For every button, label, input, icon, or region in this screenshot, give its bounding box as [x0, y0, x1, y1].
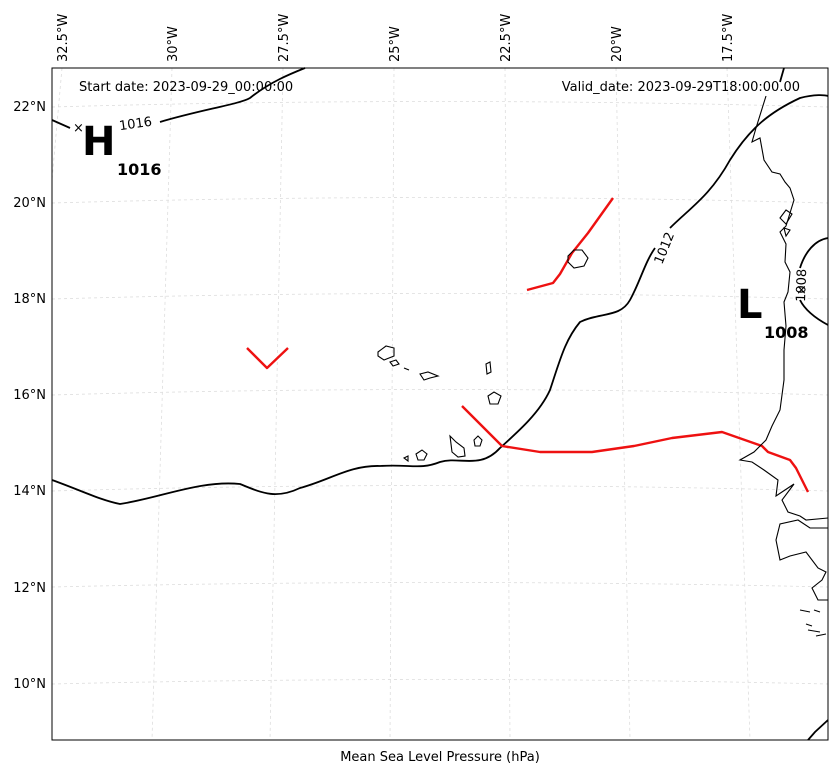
- lat-tick: 20°N: [13, 196, 46, 211]
- front-line-main: [461, 405, 810, 493]
- front-line-north: [526, 197, 614, 292]
- low-center-letter: L: [737, 282, 763, 328]
- lon-tick: 32.5°W: [56, 14, 71, 62]
- cape-verde-sal: [485, 361, 492, 375]
- isobar-1016: [51, 67, 306, 129]
- cape-verde-santiago: [449, 434, 466, 458]
- lon-tick: 25°W: [388, 26, 403, 62]
- start-date-label: Start date: 2023-09-29_00:00:00: [79, 80, 293, 95]
- isobar-label-1012: 1012: [652, 230, 678, 266]
- high-center-letter: H: [82, 119, 115, 165]
- valid-date-label: Valid_date: 2023-09-29T18:00:00.00: [562, 80, 800, 95]
- cape-verde-sao-vicente: [389, 359, 400, 367]
- fronts: [246, 197, 810, 493]
- cape-verde-fogo: [415, 449, 428, 461]
- cape-verde-brava: [402, 455, 409, 463]
- coastlines: [377, 95, 829, 637]
- isobar-1012: [51, 94, 829, 505]
- low-center-value: 1008: [764, 323, 809, 342]
- lat-tick: 18°N: [13, 292, 46, 307]
- isobar-1008-sw: [807, 719, 829, 741]
- banc-arguin-island-1: [779, 209, 793, 225]
- cape-verde-santo-antao: [377, 345, 395, 361]
- isobar-label-bg-1016: [114, 115, 156, 131]
- isobar-label-1008: 1008: [794, 269, 810, 303]
- high-center-marker: ×: [73, 121, 84, 136]
- lon-tick: 20°W: [610, 26, 625, 62]
- island-northern: [567, 249, 589, 269]
- high-center-value: 1016: [117, 160, 162, 179]
- map-xlabel: Mean Sea Level Pressure (hPa): [340, 750, 540, 765]
- lon-tick-labels: 32.5°W 30°W 27.5°W 25°W 22.5°W 20°W 17.5…: [56, 14, 736, 62]
- lat-tick: 14°N: [13, 484, 46, 499]
- cape-verde-maio: [473, 435, 483, 447]
- map-frame: [51, 67, 829, 741]
- lat-tick: 16°N: [13, 388, 46, 403]
- africa-coast-south: [775, 519, 828, 601]
- lat-tick: 12°N: [13, 581, 46, 596]
- cape-verde-santa-luzia: [403, 367, 410, 371]
- africa-coast: [738, 95, 829, 521]
- lon-tick: 30°W: [166, 26, 181, 62]
- front-line-west: [246, 347, 289, 370]
- lon-tick: 22.5°W: [499, 14, 514, 62]
- cape-verde-sao-nicolau: [419, 371, 440, 381]
- cape-verde-boavista: [487, 391, 502, 405]
- lat-tick-labels: 22°N 20°N 18°N 16°N 14°N 12°N 10°N: [13, 100, 46, 692]
- lat-tick: 22°N: [13, 100, 46, 115]
- lon-tick: 27.5°W: [277, 14, 292, 62]
- isobar-label-1016: 1016: [118, 115, 153, 134]
- banc-arguin-island-2: [783, 227, 791, 238]
- lon-tick: 17.5°W: [721, 14, 736, 62]
- isobar-1008: [779, 67, 829, 326]
- bijagos-islands: [799, 609, 827, 637]
- low-center-marker: ×: [796, 283, 807, 298]
- graticule: [51, 67, 829, 741]
- isobars: [51, 67, 829, 741]
- lat-tick: 10°N: [13, 677, 46, 692]
